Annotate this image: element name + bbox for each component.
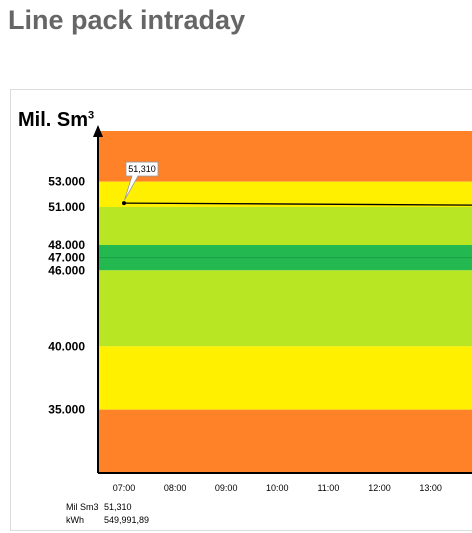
footer-row-label: Mil Sm3: [66, 502, 99, 512]
footer-row-label: kWh: [66, 515, 84, 525]
y-tick-label: 53.000: [48, 175, 85, 189]
y-tick-label: 35.000: [48, 403, 85, 417]
x-tick-label: 09:00: [215, 483, 238, 493]
band-4: [98, 270, 472, 346]
x-tick-label: 11:00: [317, 483, 339, 493]
band-2: [98, 207, 472, 245]
data-label: 51,310: [128, 164, 156, 174]
y-tick-label: 40.000: [48, 339, 85, 353]
x-tick-label: 08:00: [164, 483, 187, 493]
x-tick-label: 10:00: [266, 483, 289, 493]
x-tick-label: 07:00: [113, 483, 136, 493]
x-tick-label: 13:00: [419, 483, 442, 493]
y-tick-label: 51.000: [48, 200, 85, 214]
x-tick-label: 12:00: [368, 483, 391, 493]
data-point: [122, 201, 126, 205]
footer-row-value: 51,310: [104, 502, 132, 512]
footer-row-value: 549,991,89: [104, 515, 149, 525]
band-6: [98, 410, 472, 473]
band-5: [98, 346, 472, 409]
y-tick-label: 46.000: [48, 263, 85, 277]
